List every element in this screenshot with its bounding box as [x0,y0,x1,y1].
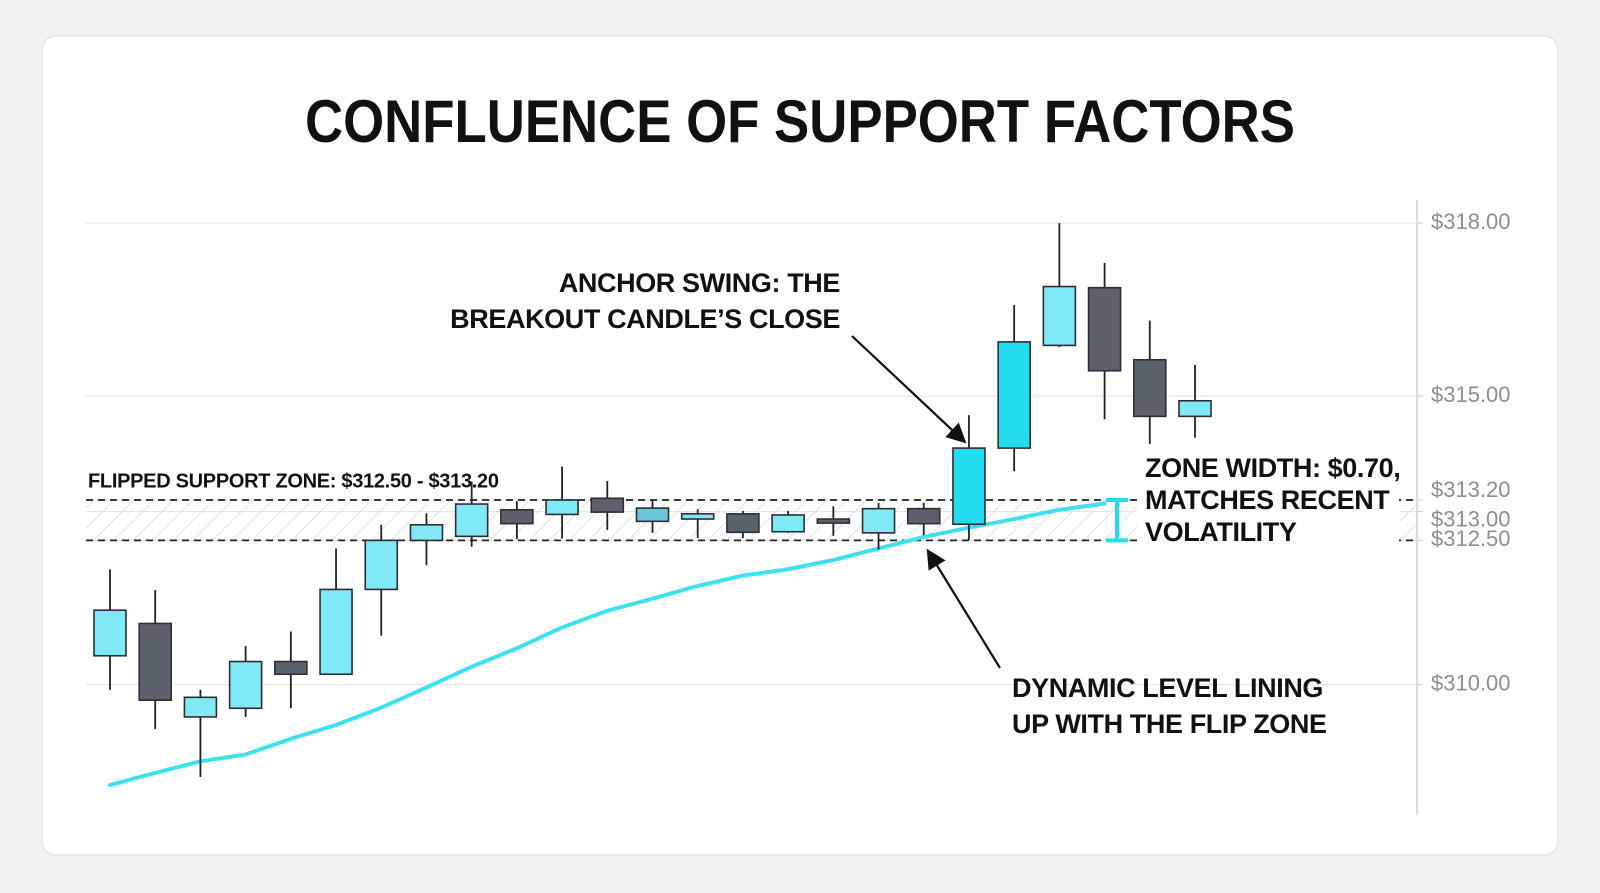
candle-body [816,518,851,524]
annotation: VOLATILITY [1145,517,1297,547]
candle-body [590,497,625,513]
candle-body [1087,286,1122,372]
candle-body [364,539,399,591]
annotation: BREAKOUT CANDLE’S CLOSE [450,304,840,334]
candle-body [409,524,444,542]
candle-body [138,622,173,701]
candle-body [1178,399,1212,418]
candle-body [906,507,941,525]
candle-body [861,507,896,534]
candle-body [274,660,308,676]
annotation: ANCHOR SWING: THE [559,268,840,298]
y-tick-label: $310.00 [1431,670,1511,695]
chart-title: CONFLUENCE OF SUPPORT FACTORS [305,88,1295,155]
candle-body [454,503,489,538]
y-tick-label: $312.50 [1431,526,1511,551]
candle-body [997,341,1031,449]
annotation: UP WITH THE FLIP ZONE [1012,709,1327,739]
y-tick-label: $313.00 [1431,506,1511,531]
candle-body [545,499,579,516]
y-tick-label: $315.00 [1431,382,1511,407]
candle-body [228,660,263,710]
candle-body [952,447,986,526]
y-tick-label: $313.20 [1431,477,1511,502]
candle-body [726,513,760,534]
candle-body [680,513,715,520]
zone-label: FLIPPED SUPPORT ZONE: $312.50 - $313.20 [88,470,499,492]
annotation-background [1137,452,1399,552]
candle-body [183,696,218,718]
arrow [926,548,1001,669]
candle-body [771,514,805,533]
candle-body [1132,359,1167,418]
candle-body [1042,285,1077,347]
annotation: DYNAMIC LEVEL LINING [1012,673,1323,703]
candle-body [93,609,127,657]
card [41,35,1559,856]
annotation: ZONE WIDTH: $0.70, [1145,453,1400,483]
arrow [851,335,967,444]
candle-body [635,507,670,523]
annotation: MATCHES RECENT [1145,485,1390,515]
moving-average [108,501,1107,787]
candle-body [500,509,534,525]
candle-body [319,588,353,676]
y-tick-label: $318.00 [1431,209,1511,234]
